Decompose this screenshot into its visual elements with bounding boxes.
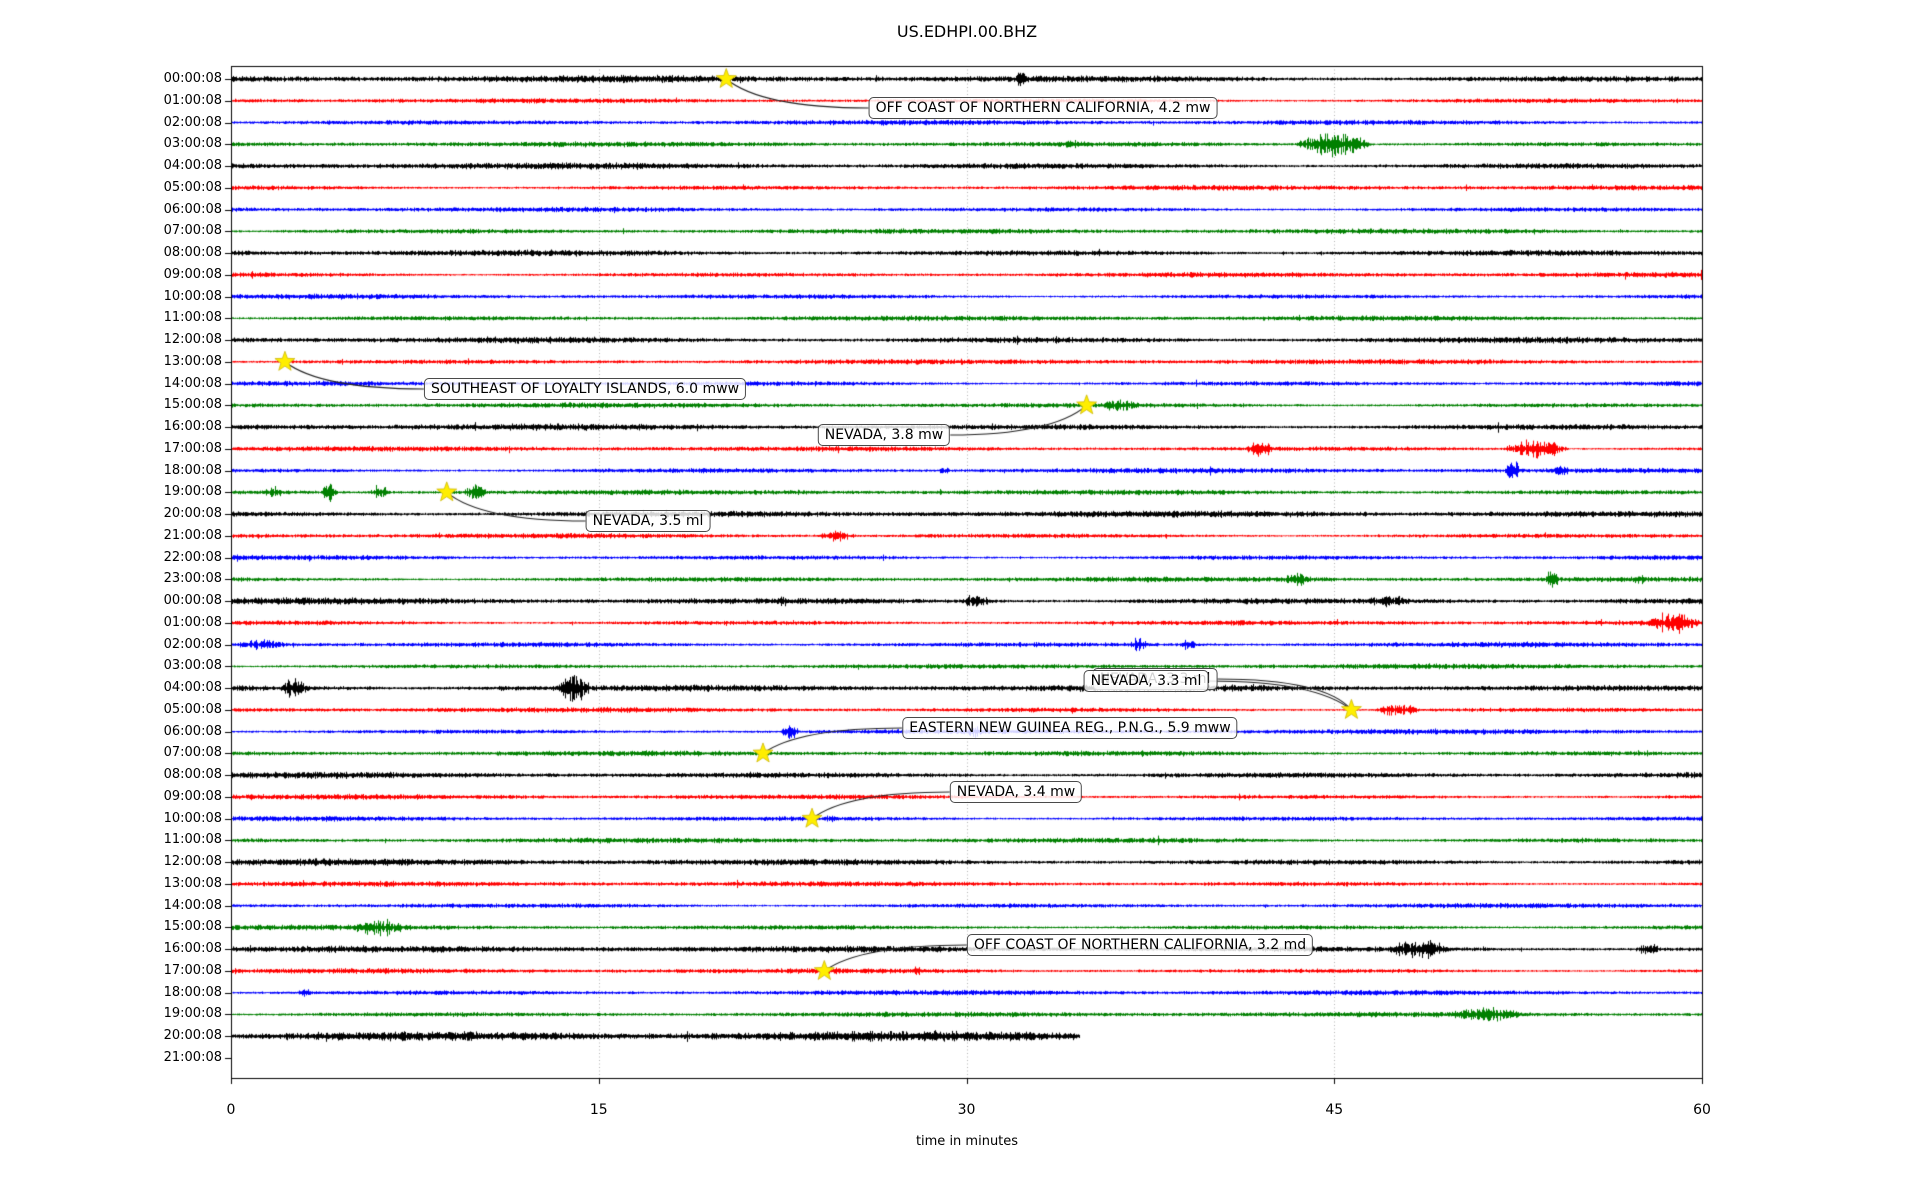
event-label: EASTERN NEW GUINEA REG., P.N.G., 5.9 mww bbox=[902, 717, 1238, 739]
y-axis-label: 09:00:08 bbox=[163, 788, 222, 804]
y-axis-label: 09:00:08 bbox=[163, 266, 222, 282]
y-axis-label: 18:00:08 bbox=[163, 462, 222, 478]
x-axis-tick-label: 60 bbox=[1693, 1102, 1711, 1118]
y-axis-label: 04:00:08 bbox=[163, 158, 222, 174]
y-axis-label: 22:00:08 bbox=[163, 549, 222, 565]
x-axis-tick-label: 15 bbox=[589, 1102, 608, 1118]
y-axis-label: 17:00:08 bbox=[163, 962, 222, 978]
y-axis-label: 12:00:08 bbox=[163, 332, 222, 348]
y-axis-label: 16:00:08 bbox=[163, 419, 222, 435]
y-axis-label: 11:00:08 bbox=[163, 310, 222, 326]
y-axis-label: 15:00:08 bbox=[163, 919, 222, 935]
y-axis-label: 05:00:08 bbox=[163, 179, 222, 195]
event-label: NEVADA, 3.3 ml bbox=[1083, 670, 1209, 692]
y-axis-label: 21:00:08 bbox=[163, 1050, 222, 1065]
y-axis-label: 01:00:08 bbox=[163, 92, 222, 108]
y-axis-label: 02:00:08 bbox=[163, 114, 222, 130]
event-label: NEVADA, 3.4 mw bbox=[949, 781, 1083, 803]
x-axis-tick-label: 30 bbox=[957, 1102, 976, 1118]
x-axis-tick-label: 0 bbox=[226, 1102, 236, 1118]
event-label: OFF COAST OF NORTHERN CALIFORNIA, 4.2 mw bbox=[868, 97, 1218, 119]
y-axis-label: 02:00:08 bbox=[163, 636, 222, 652]
y-axis-label: 07:00:08 bbox=[163, 223, 222, 239]
x-axis-tick-label: 45 bbox=[1325, 1102, 1344, 1118]
event-label: NEVADA, 3.8 mw bbox=[817, 424, 951, 446]
y-axis-label: 23:00:08 bbox=[163, 571, 222, 587]
y-axis-label: 13:00:08 bbox=[163, 875, 222, 891]
y-axis-label: 01:00:08 bbox=[163, 614, 222, 630]
y-axis-label: 19:00:08 bbox=[163, 1006, 222, 1022]
y-axis-label: 08:00:08 bbox=[163, 767, 222, 783]
y-axis-label: 18:00:08 bbox=[163, 984, 222, 1000]
y-axis-label: 10:00:08 bbox=[163, 810, 222, 826]
y-axis-label: 17:00:08 bbox=[163, 440, 222, 456]
y-axis-label: 03:00:08 bbox=[163, 136, 222, 152]
y-axis-label: 00:00:08 bbox=[163, 593, 222, 609]
y-axis-label: 14:00:08 bbox=[163, 375, 222, 391]
y-axis-label: 00:00:08 bbox=[163, 71, 222, 86]
y-axis-label: 15:00:08 bbox=[163, 397, 222, 413]
y-axis-label: 06:00:08 bbox=[163, 723, 222, 739]
event-label: OFF COAST OF NORTHERN CALIFORNIA, 3.2 md bbox=[966, 934, 1314, 956]
y-axis-label: 13:00:08 bbox=[163, 353, 222, 369]
y-axis-label: 20:00:08 bbox=[163, 1028, 222, 1044]
y-axis-label: 07:00:08 bbox=[163, 745, 222, 761]
y-axis-label: 20:00:08 bbox=[163, 506, 222, 522]
x-axis-label: time in minutes bbox=[915, 1134, 1019, 1149]
y-axis-label: 10:00:08 bbox=[163, 288, 222, 304]
event-label: NEVADA, 3.5 ml bbox=[585, 510, 711, 532]
y-axis-label: 08:00:08 bbox=[163, 245, 222, 261]
y-axis-label: 04:00:08 bbox=[163, 680, 222, 696]
y-axis-label: 06:00:08 bbox=[163, 201, 222, 217]
y-axis-label: 19:00:08 bbox=[163, 484, 222, 500]
y-axis-label: 03:00:08 bbox=[163, 658, 222, 674]
y-axis-label: 21:00:08 bbox=[163, 527, 222, 543]
y-axis-label: 11:00:08 bbox=[163, 832, 222, 848]
event-label: SOUTHEAST OF LOYALTY ISLANDS, 6.0 mww bbox=[423, 378, 747, 400]
y-axis-label: 05:00:08 bbox=[163, 701, 222, 717]
y-axis-label: 14:00:08 bbox=[163, 897, 222, 913]
y-axis-label: 16:00:08 bbox=[163, 941, 222, 957]
y-axis-label: 12:00:08 bbox=[163, 854, 222, 870]
